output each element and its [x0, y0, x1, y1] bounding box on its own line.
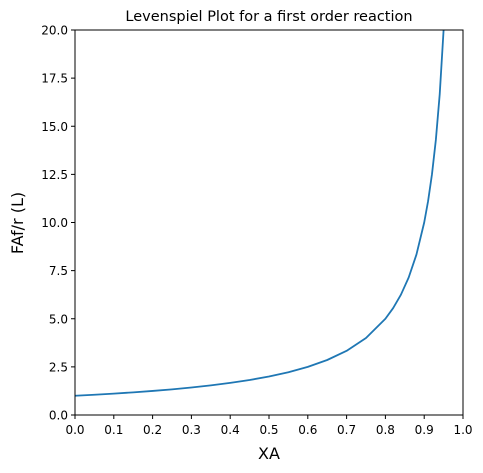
x-tick-label: 0.5 [259, 423, 278, 437]
y-tick-label: 12.5 [41, 168, 68, 182]
y-tick-label: 7.5 [49, 264, 68, 278]
x-tick-label: 0.6 [298, 423, 317, 437]
x-tick-label: 0.0 [65, 423, 84, 437]
x-axis-label: XA [258, 444, 280, 463]
x-tick-label: 0.9 [415, 423, 434, 437]
y-tick-label: 17.5 [41, 72, 68, 86]
y-axis-label: FAf/r (L) [8, 192, 27, 254]
y-tick-label: 20.0 [41, 24, 68, 38]
chart-title: Levenspiel Plot for a first order reacti… [125, 9, 412, 25]
y-tick-label: 10.0 [41, 216, 68, 230]
plot-area [74, 29, 464, 416]
x-tick-label: 0.4 [221, 423, 240, 437]
x-tick-label: 1.0 [453, 423, 472, 437]
y-tick-label: 2.5 [49, 360, 68, 374]
axis-ticks: 0.0 0.1 0.2 0.3 0.4 0.5 0.6 0.7 0.8 0.9 1.0 0.0 2.5 5… [41, 24, 472, 438]
plot-frame [74, 29, 464, 416]
y-tick-label: 15.0 [41, 120, 68, 134]
x-tick-label: 0.7 [337, 423, 356, 437]
y-tick-label: 5.0 [49, 312, 68, 326]
x-tick-label: 0.8 [376, 423, 395, 437]
x-tick-label: 0.2 [143, 423, 162, 437]
x-tick-label: 0.3 [182, 423, 201, 437]
x-tick-label: 0.1 [104, 423, 123, 437]
series-line-0 [75, 30, 445, 397]
y-tick-label: 0.0 [49, 409, 68, 423]
